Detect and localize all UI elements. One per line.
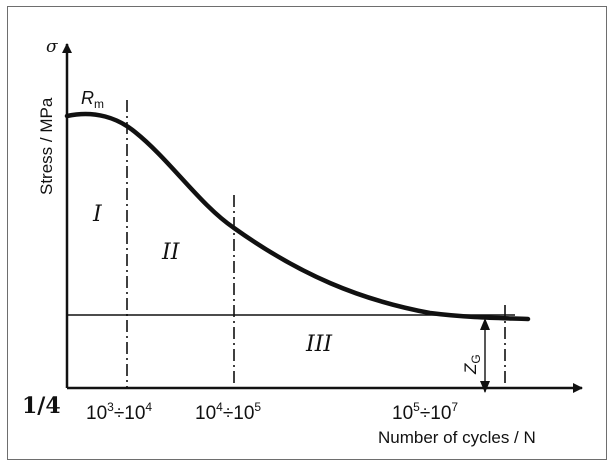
figure-frame	[7, 6, 607, 460]
boundary-tick-label-2: 104÷105	[195, 400, 261, 424]
endurance-limit-arrow-head-top	[480, 318, 490, 330]
boundary-tick-label-3: 105÷107	[392, 400, 458, 424]
endurance-limit-arrow-head-bottom	[480, 381, 490, 393]
y-axis-label: Stress / MPa	[37, 97, 56, 195]
boundary-tick-label-1: 103÷104	[86, 400, 152, 424]
region-label-3: III	[305, 332, 333, 357]
region-label-1: I	[92, 202, 103, 227]
x-axis-label: Number of cycles / N	[378, 428, 536, 447]
fatigue-curve	[64, 111, 531, 322]
origin-label: 1/4	[22, 393, 61, 419]
ultimate-strength-label: Rm	[81, 88, 104, 111]
region-label-2: II	[161, 240, 181, 265]
endurance-limit-label: ZG	[461, 354, 483, 375]
y-axis-symbol: σ	[46, 37, 58, 57]
boundary-labels: 103÷104 104÷105 105÷107	[86, 400, 458, 424]
